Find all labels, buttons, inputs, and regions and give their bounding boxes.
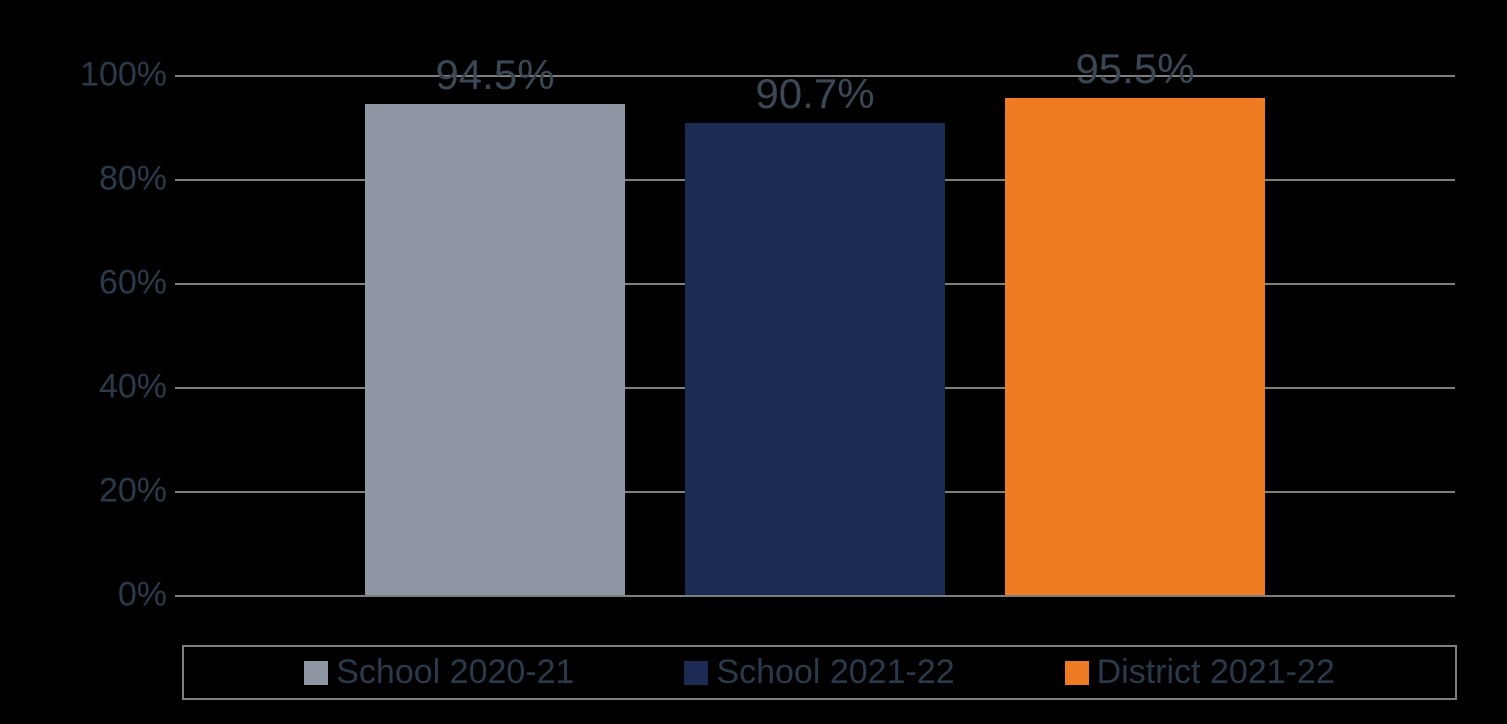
y-axis-tick-label: 60% [99,264,167,303]
bar-data-label: 94.5% [365,51,625,99]
legend: School 2020-21 School 2021-22 District 202… [182,645,1457,700]
gridline [175,595,1455,597]
bar-wrap: 95.5% [1005,75,1265,595]
bar [685,123,945,595]
legend-item: School 2020-21 [304,653,574,692]
y-axis-tick-label: 40% [99,368,167,407]
bars-row: 94.5%90.7%95.5% [175,75,1455,595]
legend-label: School 2020-21 [336,653,574,692]
bar [1005,98,1265,595]
y-axis-tick-label: 0% [118,576,167,615]
y-axis-tick-label: 20% [99,472,167,511]
legend-item: School 2021-22 [684,653,954,692]
legend-swatch [1065,661,1089,685]
legend-swatch [684,661,708,685]
bar-wrap: 94.5% [365,75,625,595]
legend-swatch [304,661,328,685]
bar-wrap: 90.7% [685,75,945,595]
legend-label: School 2021-22 [716,653,954,692]
y-axis-tick-label: 100% [80,56,167,95]
y-axis-tick-label: 80% [99,160,167,199]
legend-label: District 2021-22 [1097,653,1335,692]
bar [365,104,625,595]
plot-area: 94.5%90.7%95.5% [175,75,1455,595]
bar-data-label: 95.5% [1005,46,1265,94]
legend-item: District 2021-22 [1065,653,1335,692]
bar-chart: 94.5%90.7%95.5% 0%20%40%60%80%100% Schoo… [0,0,1507,724]
bar-data-label: 90.7% [685,71,945,119]
